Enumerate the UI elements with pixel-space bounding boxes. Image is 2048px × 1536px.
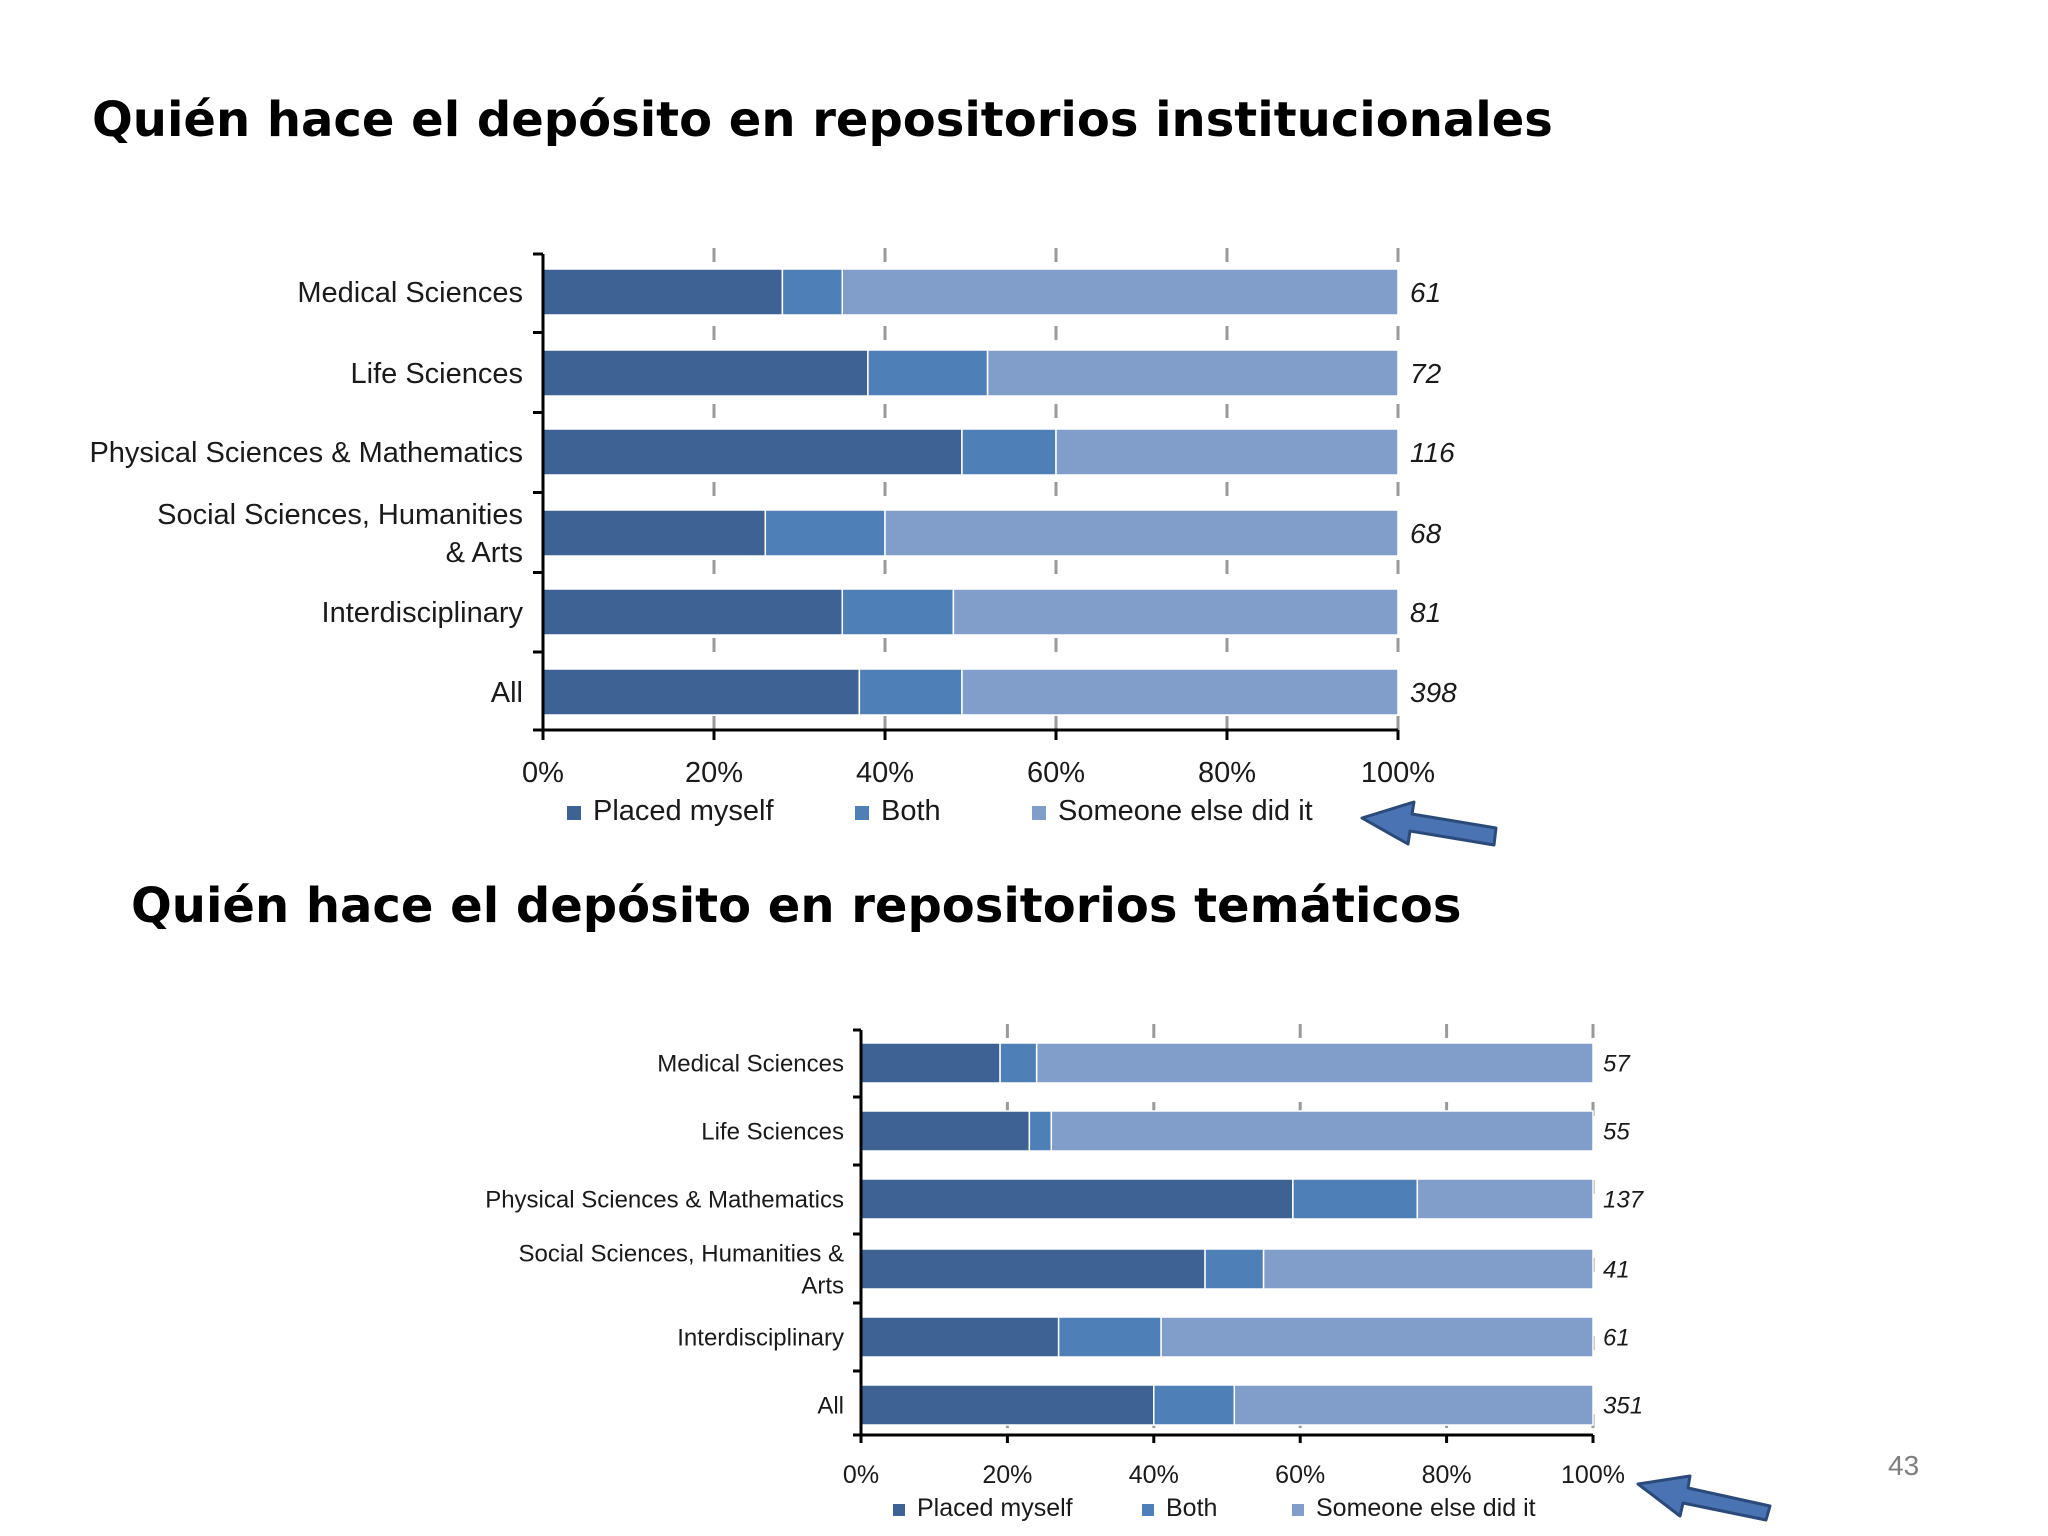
slide-title-institutional: Quién hace el depósito en repositorios i… bbox=[92, 92, 1553, 148]
bar-segment-someone-else bbox=[986, 349, 1399, 397]
bar-segment-placed-myself bbox=[860, 1316, 1060, 1358]
sample-size-label: 137 bbox=[1603, 1187, 1645, 1214]
sample-size-label: 116 bbox=[1410, 437, 1455, 468]
bar-segment-someone-else bbox=[884, 509, 1399, 557]
bar-segment-someone-else bbox=[1050, 1110, 1594, 1152]
x-tick-label: 100% bbox=[1361, 757, 1435, 789]
bar-segment-someone-else bbox=[841, 268, 1399, 316]
category-label: Interdisciplinary bbox=[677, 1324, 844, 1351]
sample-size-label: 68 bbox=[1410, 518, 1442, 549]
bar-segment-someone-else bbox=[1055, 428, 1399, 476]
x-tick-label: 80% bbox=[1198, 757, 1256, 789]
bar-segment-both bbox=[1057, 1316, 1162, 1358]
bar-segment-both bbox=[781, 268, 844, 316]
x-tick-label: 80% bbox=[1422, 1461, 1472, 1489]
bar-segment-someone-else bbox=[1233, 1384, 1594, 1426]
x-tick-label: 40% bbox=[1129, 1461, 1179, 1489]
legend-swatch-someone-else bbox=[1292, 1504, 1304, 1516]
category-label: Physical Sciences & Mathematics bbox=[89, 437, 523, 469]
bar-segment-someone-else bbox=[1262, 1248, 1594, 1290]
category-label: Life Sciences bbox=[701, 1118, 844, 1145]
bar-segment-both bbox=[1153, 1384, 1236, 1426]
bar-segment-placed-myself bbox=[542, 588, 843, 636]
category-label: Interdisciplinary bbox=[322, 597, 524, 629]
legend-swatch-both bbox=[1142, 1504, 1154, 1516]
sample-size-label: 398 bbox=[1410, 677, 1457, 708]
bar-segment-both bbox=[961, 428, 1057, 476]
x-tick-label: 0% bbox=[843, 1461, 879, 1489]
sample-size-label: 72 bbox=[1410, 358, 1442, 389]
slide-title-thematic: Quién hace el depósito en repositorios t… bbox=[131, 878, 1462, 934]
x-tick-label: 20% bbox=[685, 757, 743, 789]
category-label: Social Sciences, Humanities & Arts bbox=[519, 1240, 844, 1299]
arrow-icon bbox=[1360, 800, 1498, 847]
legend-swatch-placed-myself bbox=[893, 1504, 905, 1516]
category-label: All bbox=[817, 1392, 844, 1419]
sample-size-label: 351 bbox=[1603, 1393, 1643, 1420]
x-tick-label: 0% bbox=[522, 757, 564, 789]
category-label: Medical Sciences bbox=[657, 1050, 844, 1077]
bar-segment-someone-else bbox=[961, 668, 1399, 716]
bar-segment-placed-myself bbox=[860, 1248, 1206, 1290]
legend-swatch-someone-else bbox=[1032, 806, 1046, 820]
category-label: Physical Sciences & Mathematics bbox=[485, 1186, 844, 1213]
x-tick-label: 40% bbox=[856, 757, 914, 789]
bar-segment-both bbox=[858, 668, 963, 716]
bar-segment-both bbox=[999, 1042, 1038, 1084]
bar-segment-both bbox=[1292, 1178, 1419, 1220]
bar-segment-placed-myself bbox=[860, 1178, 1294, 1220]
legend-label: Placed myself bbox=[917, 1494, 1073, 1522]
bar-segment-someone-else bbox=[952, 588, 1399, 636]
bar-segment-someone-else bbox=[1416, 1178, 1594, 1220]
x-tick-label: 20% bbox=[982, 1461, 1032, 1489]
x-tick-label: 60% bbox=[1027, 757, 1085, 789]
x-tick-label: 60% bbox=[1275, 1461, 1325, 1489]
legend-label: Placed myself bbox=[593, 795, 774, 827]
category-label: Social Sciences, Humanities & Arts bbox=[157, 499, 523, 569]
legend-label: Someone else did it bbox=[1058, 795, 1313, 827]
category-label: All bbox=[491, 677, 523, 709]
legend-swatch-both bbox=[855, 806, 869, 820]
sample-size-label: 61 bbox=[1603, 1325, 1630, 1352]
sample-size-label: 61 bbox=[1410, 277, 1441, 308]
page-number: 43 bbox=[1888, 1450, 1920, 1481]
legend-swatch-placed-myself bbox=[567, 806, 581, 820]
sample-size-label: 55 bbox=[1603, 1119, 1630, 1146]
legend-label: Both bbox=[1166, 1494, 1217, 1522]
bar-segment-someone-else bbox=[1035, 1042, 1594, 1084]
bar-segment-both bbox=[764, 509, 886, 557]
arrow-icon bbox=[1636, 1474, 1772, 1522]
sample-size-label: 81 bbox=[1410, 597, 1441, 628]
x-tick-label: 100% bbox=[1561, 1461, 1625, 1489]
category-label: Medical Sciences bbox=[297, 277, 523, 309]
bar-segment-placed-myself bbox=[860, 1042, 1001, 1084]
sample-size-label: 57 bbox=[1603, 1051, 1631, 1078]
category-label: Life Sciences bbox=[351, 358, 524, 390]
legend-label: Both bbox=[881, 795, 941, 827]
legend-label: Someone else did it bbox=[1316, 1494, 1536, 1522]
bar-segment-someone-else bbox=[1160, 1316, 1594, 1358]
sample-size-label: 41 bbox=[1603, 1257, 1630, 1284]
